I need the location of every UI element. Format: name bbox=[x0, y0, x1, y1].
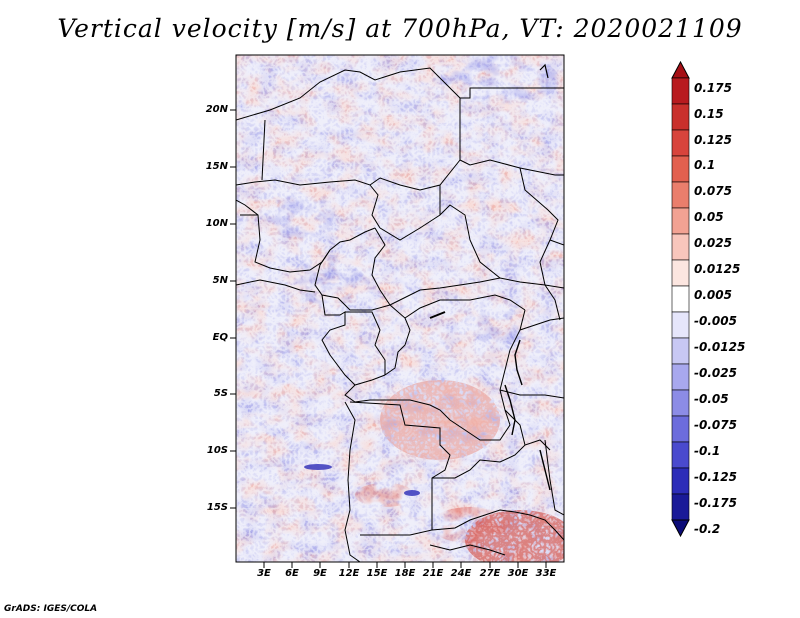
map-title: Vertical velocity [m/s] at 700hPa, VT: 2… bbox=[57, 14, 743, 43]
grads-credit: GrADS: IGES/COLA bbox=[4, 604, 98, 614]
lat-label: 10S bbox=[206, 445, 228, 456]
lon-label: 9E bbox=[313, 568, 327, 579]
colorbar-swatch bbox=[671, 467, 690, 495]
colorbar-arrow-bottom bbox=[671, 519, 690, 538]
colorbar-swatch bbox=[671, 77, 690, 105]
lon-label: 30E bbox=[507, 568, 529, 579]
colorbar-swatch bbox=[671, 259, 690, 287]
colorbar-label: -0.05 bbox=[694, 392, 729, 406]
lon-label: 33E bbox=[535, 568, 557, 579]
colorbar-swatch bbox=[671, 363, 690, 391]
colorbar-swatch bbox=[671, 181, 690, 209]
colorbar-label: 0.15 bbox=[694, 107, 724, 121]
colorbar-label: 0.005 bbox=[694, 288, 732, 302]
colorbar-swatch bbox=[671, 285, 690, 313]
colorbar-label: -0.0125 bbox=[694, 340, 746, 354]
colorbar-swatch bbox=[671, 389, 690, 417]
lon-label: 21E bbox=[422, 568, 444, 579]
colorbar-label: -0.075 bbox=[694, 418, 737, 432]
lon-label: 15E bbox=[366, 568, 388, 579]
lat-label: EQ bbox=[212, 332, 228, 343]
vertical-velocity-field bbox=[236, 55, 564, 562]
colorbar-swatch bbox=[671, 337, 690, 365]
colorbar bbox=[671, 60, 690, 538]
country-borders bbox=[236, 63, 564, 562]
lon-label: 24E bbox=[450, 568, 472, 579]
colorbar-label: 0.025 bbox=[694, 236, 732, 250]
colorbar-arrow-top bbox=[671, 60, 690, 79]
colorbar-label: -0.1 bbox=[694, 444, 721, 458]
lat-label: 15N bbox=[205, 161, 228, 172]
lat-label: 15S bbox=[206, 502, 228, 513]
lon-label: 27E bbox=[479, 568, 501, 579]
colorbar-label: -0.005 bbox=[694, 314, 737, 328]
colorbar-label: 0.05 bbox=[694, 210, 724, 224]
lon-label: 18E bbox=[394, 568, 416, 579]
lat-label: 5N bbox=[212, 275, 228, 286]
lat-label: 20N bbox=[205, 104, 228, 115]
colorbar-label: -0.025 bbox=[694, 366, 737, 380]
colorbar-label: 0.175 bbox=[694, 81, 732, 95]
lon-label: 3E bbox=[257, 568, 271, 579]
lat-label: 5S bbox=[213, 388, 228, 399]
map-frame bbox=[235, 54, 565, 563]
lon-label: 12E bbox=[338, 568, 360, 579]
colorbar-swatch bbox=[671, 129, 690, 157]
colorbar-swatch bbox=[671, 415, 690, 443]
colorbar-label: 0.125 bbox=[694, 133, 732, 147]
colorbar-swatch bbox=[671, 207, 690, 235]
colorbar-label: -0.2 bbox=[694, 522, 721, 536]
colorbar-label: -0.125 bbox=[694, 470, 737, 484]
colorbar-swatch bbox=[671, 493, 690, 521]
axis-ticks bbox=[230, 109, 547, 568]
colorbar-label: 0.075 bbox=[694, 184, 732, 198]
lon-label: 6E bbox=[285, 568, 299, 579]
colorbar-label: -0.175 bbox=[694, 496, 737, 510]
colorbar-swatch bbox=[671, 155, 690, 183]
colorbar-label: 0.1 bbox=[694, 158, 716, 172]
colorbar-label: 0.0125 bbox=[694, 262, 741, 276]
lat-label: 10N bbox=[205, 218, 228, 229]
colorbar-swatch bbox=[671, 103, 690, 131]
colorbar-swatch bbox=[671, 311, 690, 339]
colorbar-swatch bbox=[671, 233, 690, 261]
colorbar-swatch bbox=[671, 441, 690, 469]
